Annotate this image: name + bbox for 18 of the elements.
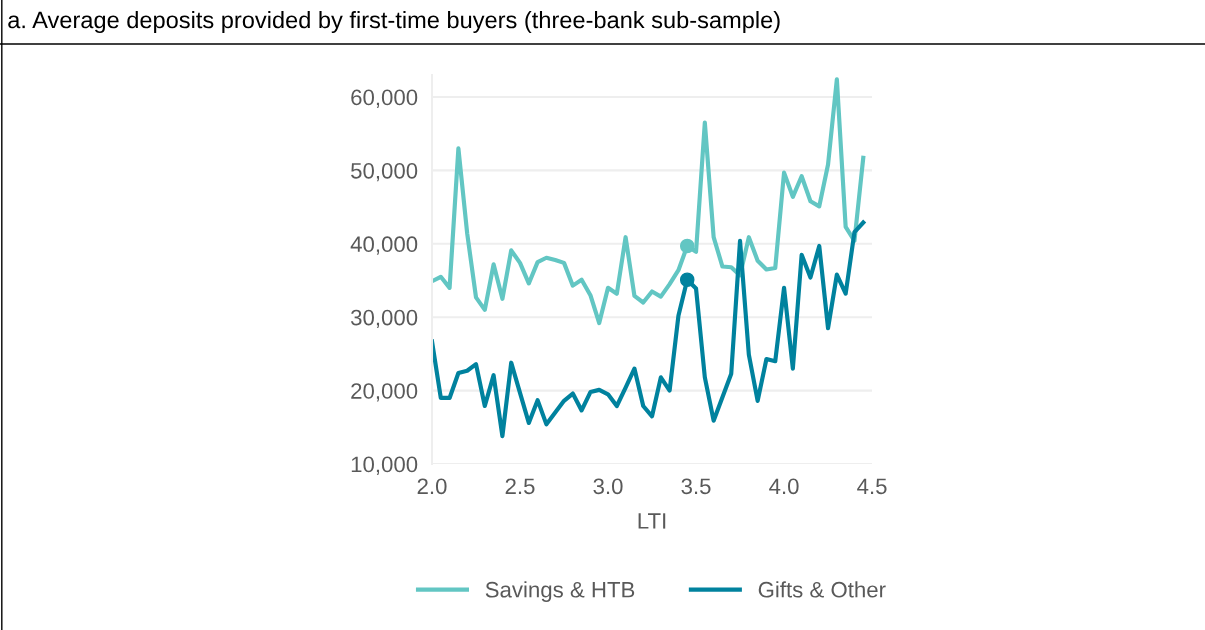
- x-tick-label: 3.5: [681, 478, 711, 495]
- line-series: [431, 220, 866, 439]
- x-tick-label: 4.0: [769, 478, 799, 495]
- x-tick-label: 4.5: [857, 478, 887, 495]
- y-tick-label: 40,000: [350, 236, 418, 255]
- x-axis-title: LTI: [638, 513, 666, 529]
- y-tick-label: 10,000: [351, 456, 418, 475]
- x-tick-label: 2.5: [505, 478, 535, 495]
- x-tick-label: 3.0: [593, 478, 623, 495]
- legend-label: Gifts & Other: [758, 581, 886, 598]
- y-tick-label: 30,000: [350, 309, 418, 329]
- y-tick-label: 60,000: [351, 89, 418, 108]
- chart-title: a. Average deposits provided by first-time buyers (three-bank sub-sample): [8, 11, 780, 33]
- y-tick-label: 50,000: [351, 162, 418, 182]
- line-series: [431, 77, 866, 326]
- x-tick-label: 2.0: [417, 478, 447, 495]
- legend-label: Savings & HTB: [485, 581, 635, 602]
- y-tick-label: 20,000: [351, 383, 418, 402]
